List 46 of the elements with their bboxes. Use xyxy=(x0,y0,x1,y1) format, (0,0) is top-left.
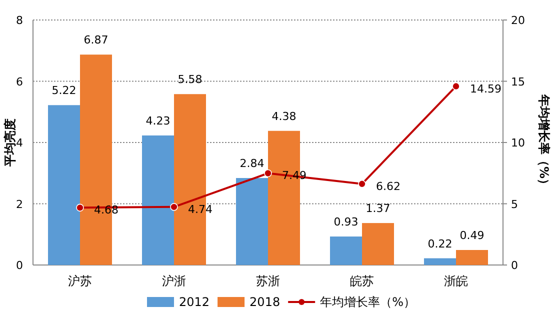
data-label: 2.84 xyxy=(240,157,264,170)
data-label: 0.22 xyxy=(428,237,452,250)
legend-label: 2018 xyxy=(250,295,280,309)
x-tick-label: 苏浙 xyxy=(256,274,280,288)
x-tick-label: 皖苏 xyxy=(350,274,374,288)
y-tick-label: 6 xyxy=(16,75,23,88)
point xyxy=(76,204,84,212)
bar xyxy=(236,178,268,265)
bar xyxy=(362,223,394,265)
data-label: 4.68 xyxy=(94,204,118,217)
data-label: 0.93 xyxy=(334,216,358,229)
bar xyxy=(142,135,174,265)
data-label: 14.59 xyxy=(470,82,502,96)
y-tick-label: 2 xyxy=(16,198,23,211)
y-tick-label: 8 xyxy=(16,14,23,27)
y2-tick-label: 20 xyxy=(511,14,525,27)
y-axis-title: 平均亮度 xyxy=(3,118,17,168)
y2-axis-title: 年均增长率（%） xyxy=(537,93,551,191)
data-label: 4.23 xyxy=(146,114,170,128)
data-label: 0.49 xyxy=(460,228,484,242)
data-label: 6.87 xyxy=(84,34,108,47)
bar xyxy=(330,236,362,265)
bar xyxy=(456,250,488,265)
bar xyxy=(424,258,456,265)
data-label: 5.58 xyxy=(178,73,202,86)
y2-tick-label: 0 xyxy=(511,259,518,272)
data-label: 7.49 xyxy=(282,169,306,182)
y-tick-label: 4 xyxy=(16,136,23,150)
x-tick-label: 沪苏 xyxy=(68,274,92,288)
data-label: 1.37 xyxy=(366,202,390,216)
y2-tick-label: 10 xyxy=(511,136,525,150)
point xyxy=(452,82,460,90)
point xyxy=(170,203,178,211)
data-label: 4.38 xyxy=(272,110,296,123)
legend-label: 2012 xyxy=(179,295,210,309)
data-label: 6.62 xyxy=(376,180,400,193)
bar xyxy=(48,105,80,265)
x-tick-label: 沪浙 xyxy=(162,274,186,288)
legend-label: 年均增长率（%） xyxy=(320,295,416,309)
point xyxy=(358,180,366,188)
data-label: 5.22 xyxy=(52,84,76,98)
y-tick-label: 0 xyxy=(16,259,23,272)
y2-tick-label: 5 xyxy=(511,198,518,211)
x-tick-label: 浙皖 xyxy=(444,274,468,288)
y2-tick-label: 15 xyxy=(511,75,525,88)
point xyxy=(264,169,272,178)
